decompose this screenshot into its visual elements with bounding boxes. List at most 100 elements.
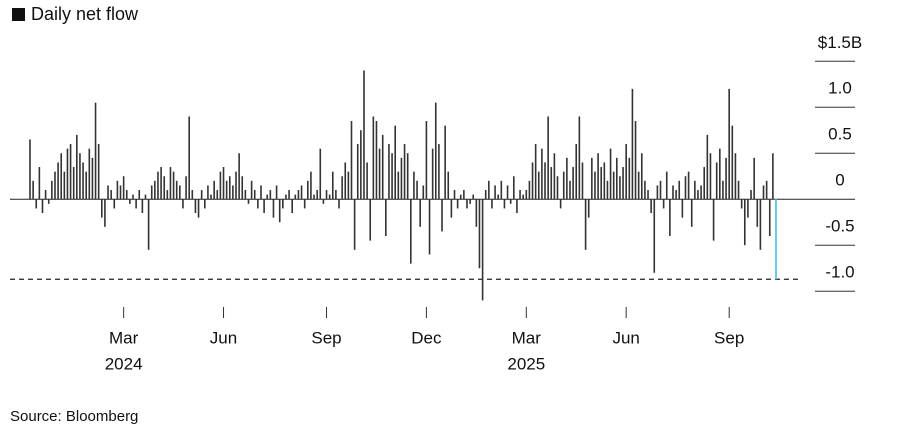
bar <box>419 199 421 227</box>
bar <box>169 167 172 200</box>
bar <box>316 190 318 200</box>
bar <box>291 199 293 214</box>
bar <box>85 171 87 200</box>
bar <box>772 153 774 200</box>
x-year-label: 2024 <box>105 354 143 373</box>
bar <box>759 199 762 250</box>
bar <box>566 157 568 200</box>
bar <box>369 199 372 241</box>
bar <box>622 167 624 200</box>
bar <box>138 190 141 200</box>
bar <box>425 121 428 200</box>
bar <box>400 157 403 200</box>
bar <box>44 190 47 200</box>
bar <box>160 167 162 200</box>
bar <box>497 194 500 200</box>
x-tick-label: Dec <box>411 328 442 347</box>
bar <box>488 180 490 200</box>
bar <box>150 185 153 200</box>
bar <box>97 144 100 200</box>
bar <box>569 180 571 200</box>
bar <box>394 125 396 200</box>
bar <box>79 153 81 200</box>
bar <box>768 199 771 237</box>
bar <box>631 88 634 200</box>
bar <box>179 185 181 200</box>
bar <box>257 199 259 209</box>
bar <box>144 194 147 200</box>
bar <box>422 185 425 200</box>
bar <box>238 153 240 200</box>
bar <box>478 199 481 269</box>
bar <box>366 162 368 200</box>
bar <box>66 148 69 200</box>
bar <box>200 190 203 200</box>
bar <box>132 194 134 200</box>
bar <box>325 190 328 200</box>
bar <box>197 199 200 218</box>
bar <box>141 199 144 214</box>
bar <box>51 180 53 200</box>
bar <box>32 180 34 200</box>
bar <box>406 153 409 200</box>
bar <box>375 121 378 200</box>
bar <box>344 162 347 200</box>
bar <box>328 194 331 200</box>
bar <box>453 190 456 200</box>
bar <box>331 171 334 200</box>
bar <box>640 153 643 200</box>
bar <box>484 190 487 200</box>
bar <box>681 199 684 218</box>
bar <box>728 88 730 200</box>
x-tick-label: Jun <box>210 328 237 347</box>
bar <box>72 167 75 200</box>
bar <box>747 199 749 218</box>
bar <box>637 171 640 200</box>
source: Source: Bloomberg <box>10 408 138 425</box>
bar <box>719 148 721 200</box>
bar <box>656 185 659 200</box>
bar <box>35 199 38 209</box>
bar <box>537 171 540 200</box>
bar <box>647 190 649 200</box>
bar <box>513 176 515 200</box>
bar <box>263 199 265 214</box>
bar <box>157 171 159 200</box>
bar <box>297 190 300 200</box>
bar <box>459 194 462 200</box>
bar <box>572 167 574 200</box>
x-tick-label: Mar <box>109 328 139 347</box>
bar <box>516 199 518 214</box>
bar <box>456 199 459 209</box>
bar <box>687 171 690 200</box>
bar <box>578 116 581 200</box>
bar <box>194 199 197 214</box>
bar <box>731 125 734 200</box>
bar <box>463 190 465 200</box>
bar <box>775 199 777 280</box>
bar <box>715 162 718 200</box>
bar <box>500 180 503 200</box>
bar <box>113 199 116 209</box>
bar <box>125 190 128 200</box>
bar <box>628 157 631 200</box>
bar <box>166 190 169 200</box>
bar <box>388 144 390 200</box>
x-tick-label: Sep <box>311 328 341 347</box>
bar <box>185 176 187 200</box>
bar <box>509 199 512 204</box>
x-tick-label: Jun <box>612 328 639 347</box>
bar <box>491 199 493 209</box>
bar <box>282 199 284 209</box>
bar <box>235 171 237 200</box>
y-tick-label: 1.0 <box>828 79 852 98</box>
bar <box>750 190 752 200</box>
bar <box>313 194 315 200</box>
bar <box>275 185 278 200</box>
bar <box>587 199 590 218</box>
bar <box>410 199 412 264</box>
bar <box>47 199 50 204</box>
bar <box>600 167 603 200</box>
